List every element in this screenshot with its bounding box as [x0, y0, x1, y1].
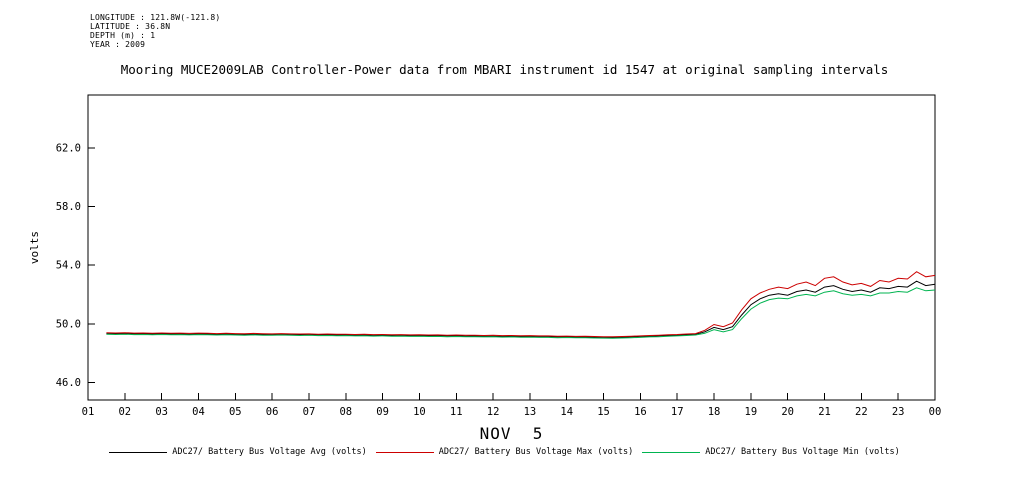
x-tick-label: 06 [266, 406, 279, 418]
legend-label: ADC27/ Battery Bus Voltage Avg (volts) [172, 447, 367, 457]
series-line-0 [106, 280, 936, 339]
x-tick-label: 21 [818, 406, 831, 418]
y-tick-label: 50.0 [56, 318, 81, 330]
y-axis-label: volts [28, 231, 41, 264]
x-tick-label: 04 [192, 406, 205, 418]
x-tick-label: 09 [376, 406, 389, 418]
meta-depth: DEPTH (m) : 1 [90, 31, 156, 40]
legend-item: ADC27/ Battery Bus Voltage Max (volts) [375, 447, 634, 457]
y-tick-label: 46.0 [56, 377, 81, 389]
x-tick-label: 08 [339, 406, 352, 418]
x-tick-label: 10 [413, 406, 426, 418]
x-tick-label: 14 [560, 406, 573, 418]
x-tick-label: 23 [892, 406, 905, 418]
x-tick-label: 18 [708, 406, 721, 418]
legend-item: ADC27/ Battery Bus Voltage Avg (volts) [109, 447, 367, 457]
metadata-block: LONGITUDE : 121.8W(-121.8) LATITUDE : 36… [90, 13, 220, 49]
x-tick-label: 02 [118, 406, 131, 418]
x-tick-label: 07 [303, 406, 316, 418]
x-tick-label: 17 [671, 406, 684, 418]
legend-line-sample [642, 451, 701, 453]
x-tick-label: 20 [781, 406, 794, 418]
meta-year: YEAR : 2009 [90, 40, 146, 49]
x-axis-date-label: NOV 5 [479, 424, 544, 443]
y-tick-label: 58.0 [56, 201, 81, 213]
plot-border [87, 94, 936, 401]
x-tick-label: 03 [155, 406, 168, 418]
x-tick-label: 12 [487, 406, 500, 418]
legend: ADC27/ Battery Bus Voltage Avg (volts) AD… [0, 447, 1009, 457]
meta-latitude: LATITUDE : 36.8N [90, 22, 171, 31]
meta-longitude: LONGITUDE : 121.8W(-121.8) [90, 13, 221, 22]
legend-line-sample [375, 451, 434, 453]
y-tick-label: 62.0 [56, 142, 81, 154]
x-tick-label: 11 [450, 406, 463, 418]
legend-label: ADC27/ Battery Bus Voltage Max (volts) [438, 447, 634, 457]
series-line-1 [106, 271, 936, 338]
y-tick-label: 54.0 [56, 260, 81, 272]
x-tick-label: 05 [229, 406, 242, 418]
x-tick-label: 13 [524, 406, 537, 418]
x-tick-label: 15 [597, 406, 610, 418]
x-tick-label: 16 [634, 406, 647, 418]
x-tick-label: 19 [745, 406, 758, 418]
series-line-2 [106, 287, 936, 339]
x-tick-label: 01 [82, 406, 95, 418]
x-tick-label: 00 [929, 406, 942, 418]
legend-line-sample [109, 451, 168, 453]
legend-label: ADC27/ Battery Bus Voltage Min (volts) [705, 447, 900, 457]
legend-item: ADC27/ Battery Bus Voltage Min (volts) [642, 447, 900, 457]
x-tick-label: 22 [855, 406, 868, 418]
chart-title: Mooring MUCE2009LAB Controller-Power dat… [120, 62, 889, 77]
